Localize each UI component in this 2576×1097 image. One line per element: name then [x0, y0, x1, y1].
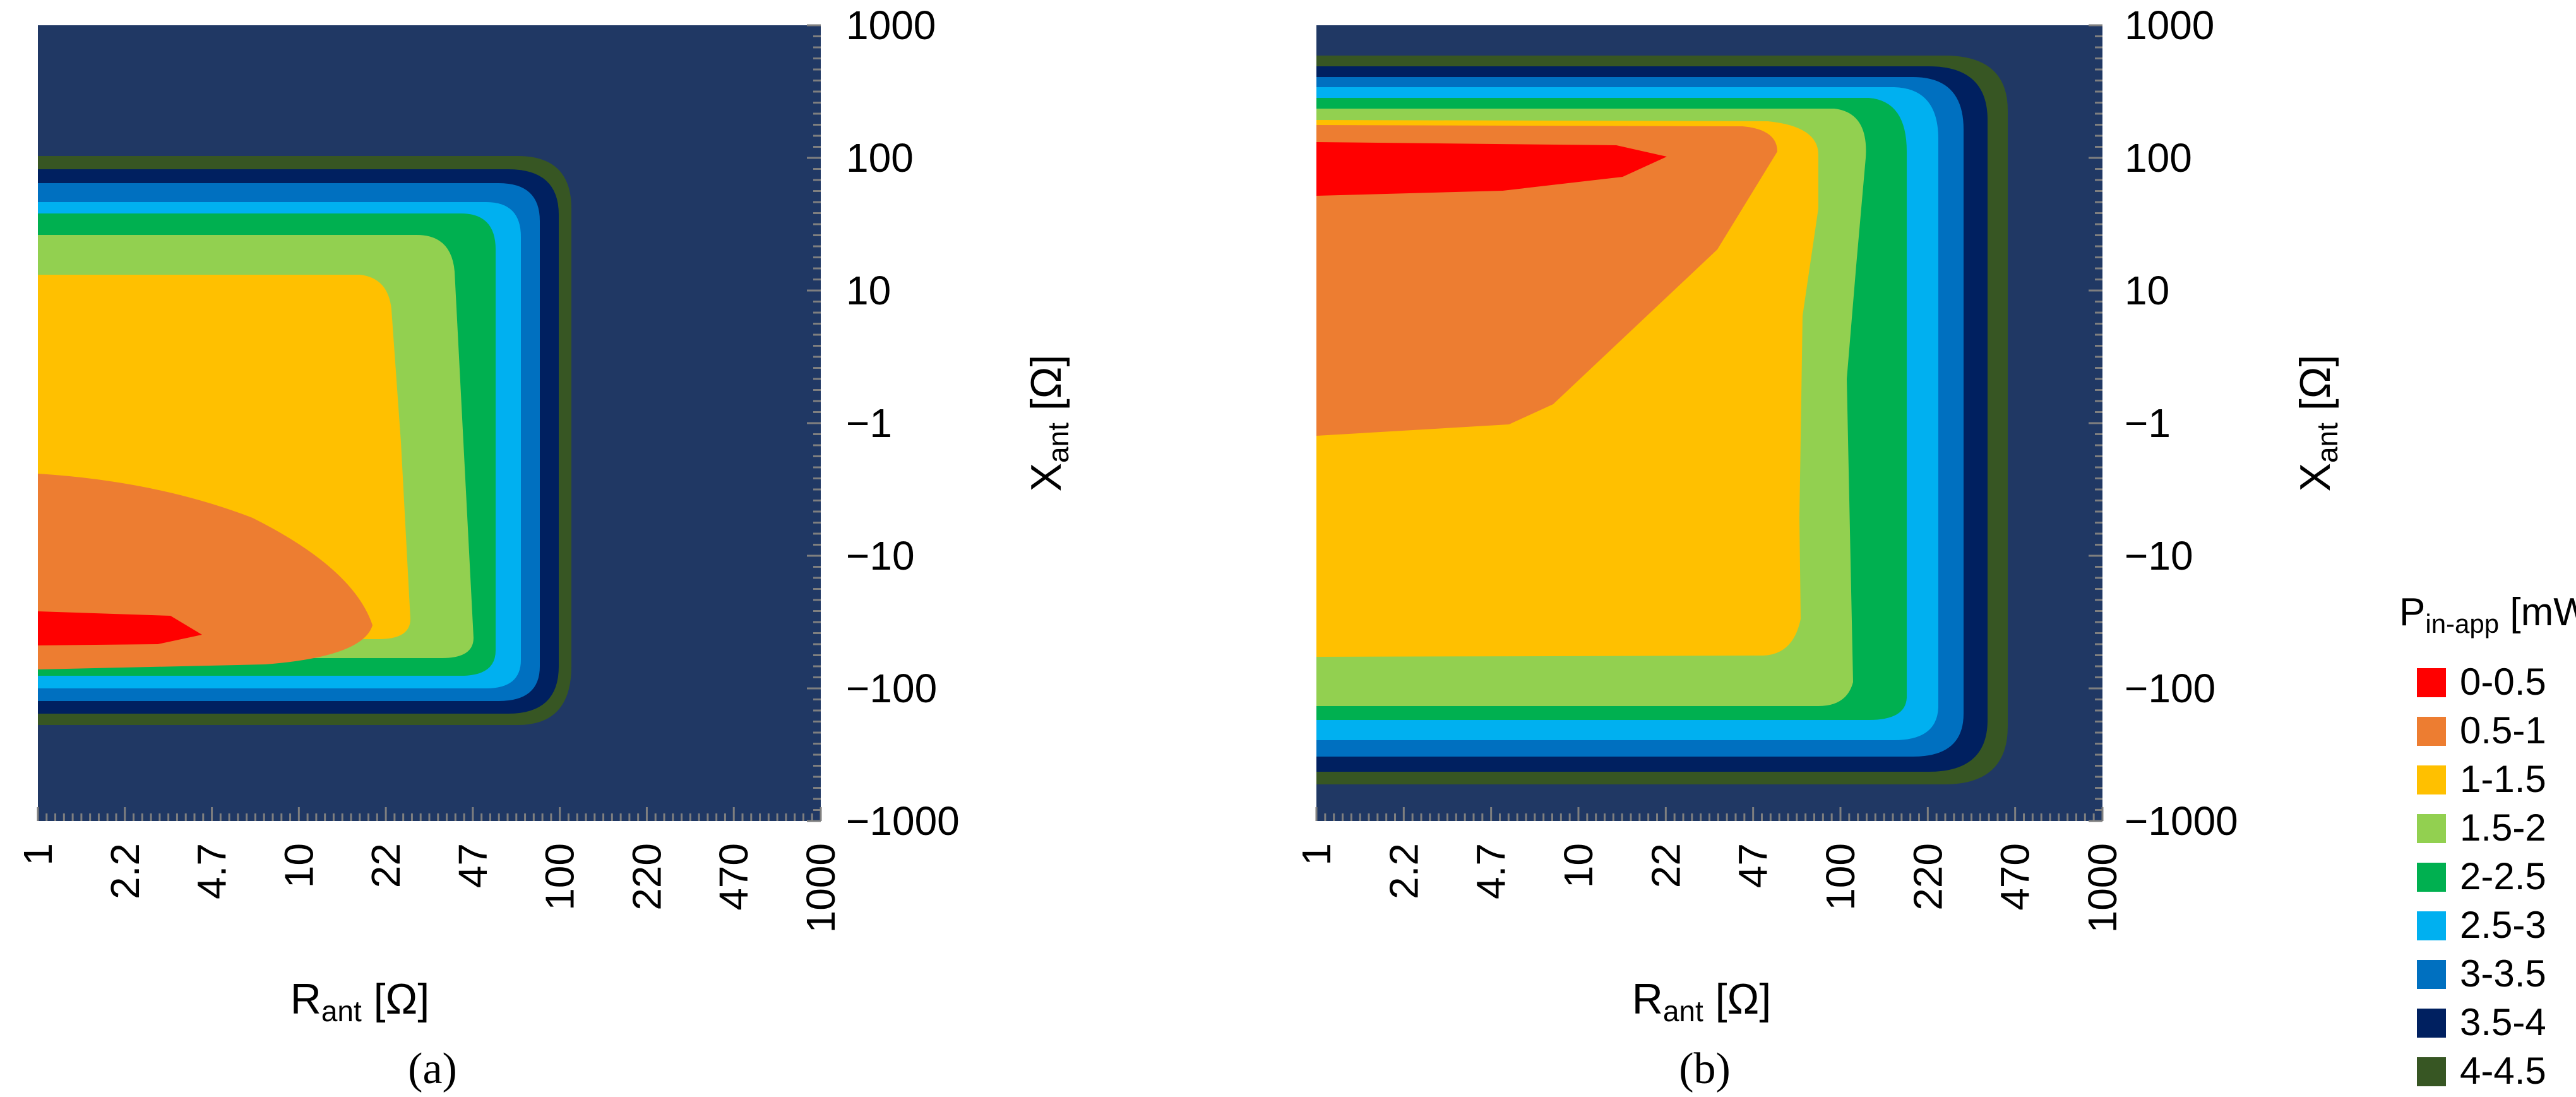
panel-b-region-0-0.5	[1316, 142, 1667, 196]
panel-b-y-tick-labels: 1000 100 10 −1 −10 −100 −1000	[2125, 3, 2238, 844]
legend-items: 0-0.5 0.5-1 1-1.5 1.5-2 2-2.5 2.5-3 3-3.5 3.5-4…	[2417, 661, 2546, 1092]
panel-a-region-0-0.5	[38, 611, 202, 645]
panel-b-y-tick-label: −1000	[2125, 798, 2238, 844]
panel-a-y-tick-label: 10	[846, 268, 891, 313]
legend-item: 2.5-3	[2417, 904, 2546, 946]
legend-label: 0.5-1	[2460, 709, 2546, 752]
panel-a-x-tick-label: 1	[15, 843, 61, 866]
panel-a-x-tick-label: 4.7	[189, 843, 235, 899]
panel-a-y-tick-label: −100	[846, 666, 937, 711]
legend-title: Pin-app [mW]	[2399, 590, 2576, 638]
panel-a-x-tick-label: 10	[276, 843, 321, 888]
legend-label: 4-4.5	[2460, 1050, 2546, 1092]
panel-b-x-ticks	[1315, 807, 2104, 821]
panel-b-y-axis-title: Xant [Ω]	[2291, 355, 2344, 492]
panel-a-x-tick-label: 470	[711, 843, 756, 911]
panel-b-y-tick-label: −100	[2125, 666, 2215, 711]
panel-b-x-axis-title: Rant [Ω]	[1632, 975, 1772, 1028]
panel-a-label: (a)	[408, 1045, 457, 1093]
panel-b-x-tick-labels: 1 2.2 4.7 10 22 47 100 220 470 1000	[1294, 843, 2125, 933]
panel-b-x-tick-label: 470	[1993, 843, 2038, 911]
legend-swatch	[2417, 814, 2446, 843]
panel-b-y-tick-label: −10	[2125, 533, 2193, 578]
legend-label: 3-3.5	[2460, 952, 2546, 995]
panel-a-x-tick-label: 1000	[798, 843, 844, 933]
panel-a-x-tick-label: 2.2	[102, 843, 148, 899]
legend-label: 2-2.5	[2460, 855, 2546, 897]
panel-b-label: (b)	[1679, 1045, 1731, 1093]
legend-label: 0-0.5	[2460, 661, 2546, 703]
legend-label: 1-1.5	[2460, 758, 2546, 800]
panel-a-y-tick-label: −1	[846, 400, 892, 446]
panel-a-y-tick-label: 1000	[846, 3, 936, 48]
panel-a-y-ticks	[807, 24, 821, 822]
legend-label: 1.5-2	[2460, 806, 2546, 849]
legend-item: 0.5-1	[2417, 709, 2546, 752]
panel-b-y-ticks	[2089, 24, 2102, 822]
panel-b-x-tick-label: 10	[1556, 843, 1601, 888]
panel-a-x-tick-label: 100	[537, 843, 583, 911]
legend-item: 0-0.5	[2417, 661, 2546, 703]
panel-a-y-tick-labels: 1000 100 10 −1 −10 −100 −1000	[846, 3, 960, 844]
panel-a-chart: 1000 100 10 −1 −10 −100 −1000 1 2.2 4.7 10 22 47 100…	[15, 3, 1075, 1093]
panel-b-region-0.5-1	[1316, 125, 1777, 436]
legend-swatch	[2417, 668, 2446, 697]
panel-b-x-tick-label: 1000	[2080, 843, 2125, 933]
legend-item: 1.5-2	[2417, 806, 2546, 849]
legend-swatch	[2417, 911, 2446, 940]
legend-swatch	[2417, 717, 2446, 746]
panel-b-x-tick-label: 47	[1731, 843, 1776, 888]
legend-swatch	[2417, 1009, 2446, 1038]
panel-b-y-tick-label: −1	[2125, 400, 2171, 446]
panel-b-x-tick-label: 100	[1818, 843, 1863, 911]
legend-item: 1-1.5	[2417, 758, 2546, 800]
panel-a-x-tick-label: 47	[450, 843, 496, 888]
panel-a-x-tick-label: 220	[624, 843, 669, 911]
legend-swatch	[2417, 1057, 2446, 1086]
panel-a-y-axis-title: Xant [Ω]	[1022, 355, 1075, 492]
legend-item: 4-4.5	[2417, 1050, 2546, 1092]
panel-b-y-tick-label: 100	[2125, 135, 2192, 181]
panel-b-x-tick-label: 1	[1294, 843, 1339, 866]
panel-a-y-tick-label: 100	[846, 135, 914, 181]
legend-swatch	[2417, 863, 2446, 892]
legend-label: 2.5-3	[2460, 904, 2546, 946]
panel-b-x-tick-label: 2.2	[1381, 843, 1426, 899]
legend-label: 3.5-4	[2460, 1001, 2546, 1043]
panel-b-y-tick-label: 1000	[2125, 3, 2214, 48]
panel-b-chart: 1000 100 10 −1 −10 −100 −1000 1 2.2 4.7 10 22 47 100…	[1294, 3, 2344, 1093]
legend-swatch	[2417, 765, 2446, 794]
panel-a-x-axis-title: Rant [Ω]	[290, 975, 430, 1028]
panel-a-x-tick-label: 22	[363, 843, 408, 888]
panel-b-x-tick-label: 4.7	[1469, 843, 1514, 899]
panel-a-x-ticks	[37, 807, 822, 821]
panel-b-y-tick-label: 10	[2125, 268, 2169, 313]
legend-item: 2-2.5	[2417, 855, 2546, 897]
panel-b-x-tick-label: 220	[1905, 843, 1950, 911]
panel-a-y-tick-label: −10	[846, 533, 915, 578]
legend-item: 3-3.5	[2417, 952, 2546, 995]
panel-b-x-tick-label: 22	[1643, 843, 1688, 888]
legend: Pin-app [mW] 0-0.5 0.5-1 1-1.5 1.5-2 2-2.5 2.…	[2399, 590, 2576, 1092]
legend-item: 3.5-4	[2417, 1001, 2546, 1043]
legend-swatch	[2417, 960, 2446, 989]
panel-a-x-tick-labels: 1 2.2 4.7 10 22 47 100 220 470 1000	[15, 843, 844, 933]
panel-a-y-tick-label: −1000	[846, 798, 960, 844]
